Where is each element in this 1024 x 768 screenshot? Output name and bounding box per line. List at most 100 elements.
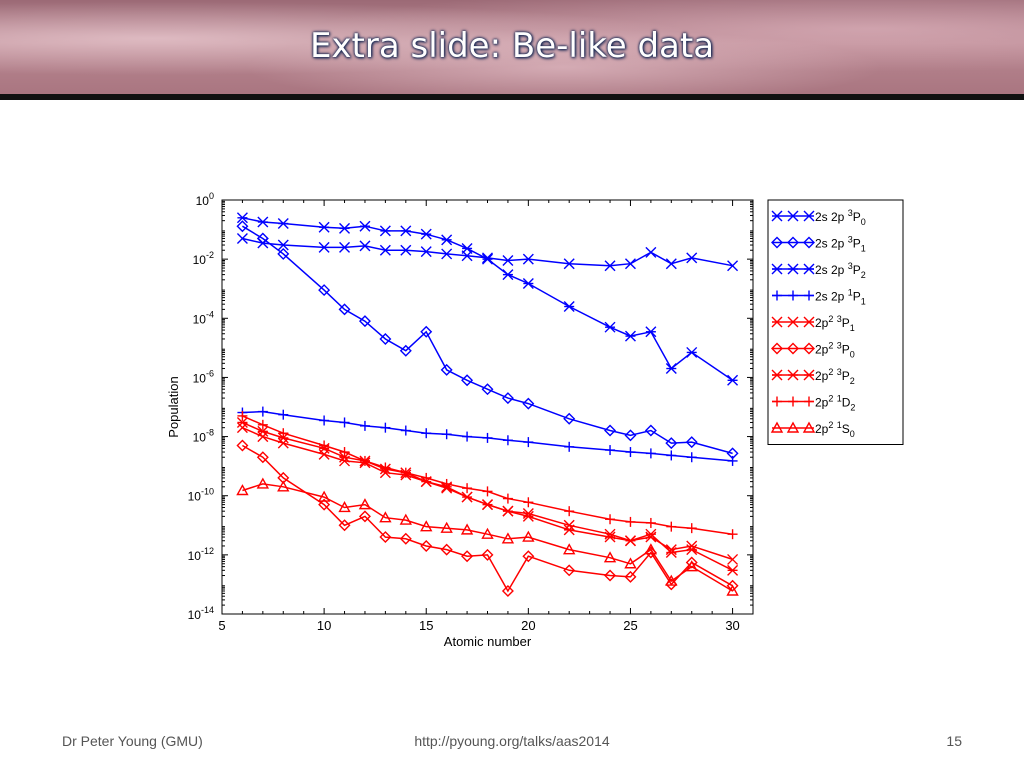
series-point (502, 505, 514, 517)
series-point (460, 523, 474, 535)
series-point (644, 543, 658, 555)
series-point (603, 551, 617, 563)
series-point (645, 517, 656, 528)
series-point (236, 232, 248, 244)
series-point (787, 369, 799, 381)
series-6 (236, 439, 739, 597)
series-point (624, 429, 637, 442)
series-point (788, 290, 798, 301)
series-point (727, 529, 738, 540)
series-point (686, 346, 698, 358)
series-point (625, 516, 636, 527)
series-point (420, 520, 433, 532)
series-line (242, 421, 733, 571)
series-line (242, 483, 733, 592)
series-point (770, 421, 784, 433)
series-point (318, 221, 330, 233)
series-point (318, 498, 331, 511)
population-chart: 5 10 15 20 25 30 100 10-2 10-4 10-6 10-8 10-10 10-12… (166, 191, 904, 649)
series-point (666, 450, 677, 461)
series-point (522, 278, 534, 290)
series-point (277, 239, 289, 251)
series-point (502, 493, 513, 504)
series-point (461, 491, 473, 503)
banner-divider (0, 94, 1024, 100)
series-point (803, 369, 815, 381)
series-line (242, 217, 734, 381)
legend-label: 2s 2p 3P0 (815, 208, 866, 227)
x-tick-label: 25 (623, 618, 637, 633)
series-point (358, 315, 371, 328)
series-point (563, 258, 575, 270)
series-point (277, 480, 290, 492)
y-axis-label: Population (166, 376, 181, 437)
legend-entry: 2p2 3P1 (771, 314, 855, 333)
y-tick-label: 10-8 (193, 428, 214, 445)
series-point (420, 539, 433, 552)
series-point (400, 244, 412, 256)
series-point (399, 344, 412, 357)
series-point (563, 564, 576, 577)
series-point (727, 260, 739, 272)
y-tick-label: 10-2 (193, 250, 214, 267)
series-point (399, 513, 412, 525)
series-point (278, 428, 289, 439)
series-point (727, 553, 739, 565)
x-tick-label: 15 (419, 618, 433, 633)
series-point (481, 383, 494, 396)
series-point (379, 225, 391, 237)
series-point (522, 530, 535, 542)
legend-entry: 2s 2p 3P2 (771, 261, 866, 280)
series-point (665, 258, 677, 270)
legend-label: 2s 2p 1P1 (815, 288, 866, 307)
series-point (604, 424, 617, 437)
series-point (686, 523, 697, 534)
series-point (236, 220, 249, 233)
series-point (624, 258, 636, 270)
series-point (482, 253, 493, 265)
series-point (604, 260, 616, 272)
series-point (803, 236, 815, 249)
series-point (462, 483, 473, 494)
series-point (645, 448, 656, 459)
series-1 (236, 232, 739, 272)
series-point (665, 363, 677, 375)
series-point (644, 424, 657, 437)
series-point (420, 246, 432, 258)
series-point (359, 420, 370, 431)
series-point (338, 501, 351, 513)
x-tick-label: 30 (725, 618, 739, 633)
legend-entry: 2p2 1D2 (772, 394, 855, 413)
series-point (803, 263, 815, 275)
series-point (522, 510, 534, 522)
series-point (379, 244, 391, 256)
legend-entry: 2s 2p 3P0 (771, 208, 866, 227)
series-point (564, 441, 575, 452)
series-point (771, 236, 783, 249)
series-3 (236, 212, 739, 386)
series-point (358, 510, 371, 523)
series-point (685, 556, 698, 569)
series-point (256, 451, 269, 464)
series-point (400, 467, 411, 478)
series-point (236, 416, 248, 428)
series-8 (237, 410, 738, 540)
series-point (277, 437, 289, 449)
series-point (686, 544, 698, 556)
series-point (787, 236, 799, 249)
y-tick-label: 100 (196, 191, 214, 208)
series-point (522, 397, 535, 410)
series-point (256, 477, 270, 489)
series-point (604, 321, 616, 333)
series-point (420, 228, 432, 240)
series-point (277, 247, 290, 260)
series-point (501, 532, 515, 544)
x-axis-label: Atomic number (444, 634, 532, 649)
series-9 (236, 477, 739, 596)
legend-label: 2p2 1S0 (815, 420, 855, 439)
series-line (242, 444, 733, 593)
footer-url: http://pyoung.org/talks/aas2014 (414, 733, 610, 749)
series-point (522, 550, 535, 563)
series-point (400, 225, 412, 237)
footer-author: Dr Peter Young (GMU) (62, 733, 203, 749)
